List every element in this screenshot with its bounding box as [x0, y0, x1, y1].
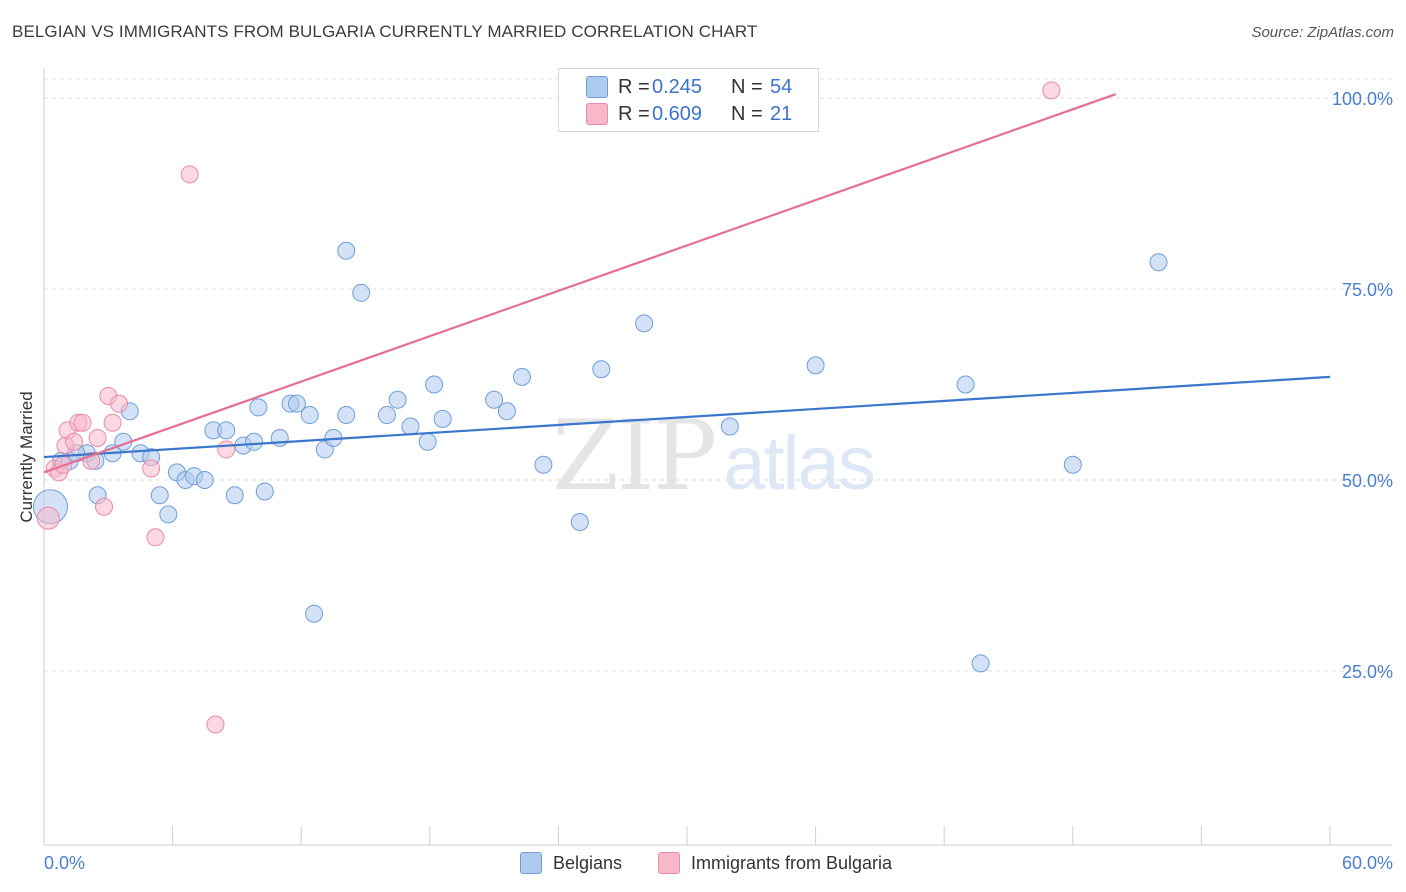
point-belgians — [425, 375, 444, 394]
point-belgians — [377, 406, 396, 425]
point-belgians — [570, 513, 589, 532]
y-tick-label: 25.0% — [1342, 662, 1393, 682]
series-legend: Belgians Immigrants from Bulgaria — [0, 852, 1406, 878]
trendline-belgians — [43, 375, 1331, 459]
legend-r-value: 0.245 — [652, 75, 703, 98]
point-belgians — [720, 417, 739, 436]
point-belgians — [534, 455, 553, 474]
point-belgians — [245, 432, 264, 451]
point-bulgaria — [95, 497, 114, 516]
point-belgians — [418, 432, 437, 451]
point-belgians — [512, 367, 531, 386]
legend-label-belgians: Belgians — [553, 852, 623, 873]
trendline-bulgaria — [43, 93, 1117, 474]
point-belgians — [305, 604, 324, 623]
y-tick-label: 50.0% — [1342, 471, 1393, 491]
point-belgians — [300, 406, 319, 425]
point-belgians — [195, 471, 214, 489]
point-belgians — [388, 390, 407, 409]
x-tick-label: 0.0% — [44, 853, 85, 873]
point-belgians — [485, 390, 504, 409]
watermark: ZIP atlas — [552, 400, 876, 512]
point-belgians — [287, 394, 306, 413]
point-belgians — [217, 421, 236, 440]
point-belgians — [352, 283, 371, 302]
y-tick-label: 75.0% — [1342, 280, 1393, 300]
point-bulgaria — [217, 440, 236, 459]
legend-swatch-belgians — [520, 852, 542, 874]
point-belgians — [1149, 253, 1168, 272]
source-label: Source: ZipAtlas.com — [1251, 24, 1394, 41]
legend-item-belgians: Belgians — [520, 852, 622, 874]
point-belgians — [225, 486, 244, 505]
point-belgians — [159, 505, 178, 524]
legend-n-label: N = — [731, 102, 763, 125]
legend-r-value: 0.609 — [652, 102, 703, 125]
point-bulgaria — [146, 528, 165, 547]
correlation-legend: R = 0.245 N = 54 R = 0.609 N = 21 — [558, 68, 819, 132]
point-belgians — [150, 486, 169, 505]
chart-title: BELGIAN VS IMMIGRANTS FROM BULGARIA CURR… — [12, 22, 758, 41]
point-bulgaria — [36, 506, 60, 530]
point-belgians — [497, 402, 516, 421]
point-belgians — [956, 375, 975, 394]
legend-n-label: N = — [731, 75, 763, 98]
legend-n-value: 54 — [770, 75, 793, 98]
point-bulgaria — [73, 413, 92, 432]
point-belgians — [270, 428, 289, 447]
point-bulgaria — [206, 715, 225, 734]
point-bulgaria — [110, 394, 129, 413]
x-tick-label: 60.0% — [1342, 853, 1393, 873]
legend-r-label: R = — [618, 102, 650, 125]
point-belgians — [337, 241, 356, 260]
point-bulgaria — [1042, 81, 1061, 100]
legend-swatch-bulgaria — [586, 103, 608, 125]
legend-item-bulgaria: Immigrants from Bulgaria — [658, 852, 892, 874]
point-belgians — [433, 409, 452, 428]
point-belgians — [592, 360, 611, 379]
point-bulgaria — [65, 432, 84, 451]
legend-swatch-belgians — [586, 76, 608, 98]
point-belgians — [971, 654, 990, 673]
watermark-atlas: atlas — [723, 421, 876, 506]
point-bulgaria — [180, 165, 199, 184]
point-belgians — [337, 406, 356, 425]
point-belgians — [401, 417, 420, 436]
point-belgians — [1063, 455, 1082, 474]
point-belgians — [806, 356, 825, 375]
point-belgians — [635, 314, 654, 333]
legend-r-label: R = — [618, 75, 650, 98]
point-belgians — [255, 482, 274, 501]
point-bulgaria — [88, 428, 107, 447]
legend-n-value: 21 — [770, 102, 793, 125]
legend-swatch-bulgaria — [658, 852, 680, 874]
y-tick-label: 100.0% — [1332, 89, 1393, 109]
point-bulgaria — [142, 459, 161, 478]
point-bulgaria — [103, 413, 122, 432]
point-belgians — [249, 398, 268, 417]
watermark-zip: ZIP — [552, 400, 717, 512]
legend-label-bulgaria: Immigrants from Bulgaria — [691, 852, 893, 873]
